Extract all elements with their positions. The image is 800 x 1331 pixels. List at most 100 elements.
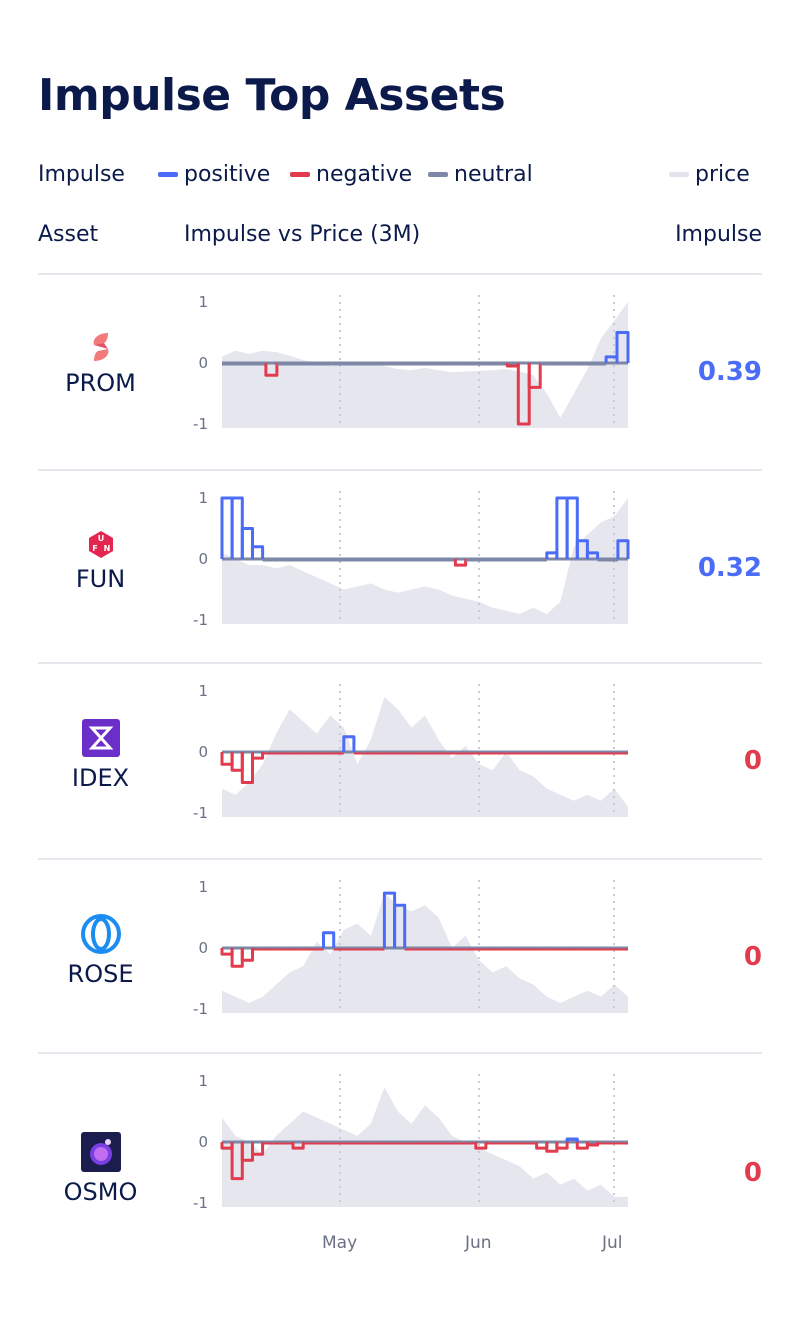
impulse-segment bbox=[240, 527, 254, 559]
y-tick-label: 1 bbox=[198, 1072, 208, 1090]
legend-title: Impulse bbox=[38, 162, 125, 187]
header-impulse: Impulse bbox=[675, 222, 762, 247]
impulse-segment bbox=[291, 1142, 305, 1150]
y-tick-label: 0 bbox=[198, 743, 208, 761]
impulse-value: 0.32 bbox=[697, 553, 762, 583]
impulse-segment bbox=[555, 1142, 569, 1150]
x-tick-label: Jul bbox=[602, 1233, 623, 1253]
legend-swatch-positive bbox=[158, 172, 178, 177]
legend-label-neutral: neutral bbox=[454, 162, 533, 187]
svg-text:U: U bbox=[97, 534, 104, 543]
impulse-chart: 1 0 -1 bbox=[193, 293, 630, 433]
osmo-logo-icon bbox=[80, 1132, 121, 1172]
asset-name: IDEX bbox=[71, 764, 130, 792]
legend-label-positive: positive bbox=[184, 162, 271, 187]
impulse-segment bbox=[342, 735, 356, 752]
impulse-segment bbox=[240, 752, 254, 784]
divider bbox=[38, 273, 762, 275]
impulse-segment bbox=[453, 559, 468, 567]
impulse-segment bbox=[220, 496, 234, 559]
asset-cell: ROSE bbox=[38, 914, 163, 988]
y-tick-label: -1 bbox=[193, 611, 208, 629]
price-area bbox=[222, 697, 628, 817]
y-tick-label: 1 bbox=[198, 293, 208, 311]
svg-text:F: F bbox=[92, 544, 97, 553]
impulse-segment bbox=[474, 1142, 488, 1150]
impulse-segment bbox=[575, 539, 589, 559]
legend-swatch-price bbox=[669, 172, 689, 177]
fun-logo-icon: U F N bbox=[88, 531, 113, 558]
y-tick-label: 1 bbox=[198, 878, 208, 896]
legend: Impulse positive negative neutral price bbox=[38, 162, 762, 194]
impulse-segment bbox=[616, 539, 630, 559]
legend-item-negative: negative bbox=[290, 162, 412, 187]
legend-swatch-negative bbox=[290, 172, 310, 177]
impulse-segment bbox=[264, 363, 279, 377]
y-tick-label: 0 bbox=[198, 354, 208, 372]
price-area bbox=[222, 498, 628, 624]
impulse-segment bbox=[555, 496, 569, 559]
impulse-segment bbox=[585, 551, 600, 559]
legend-item-neutral: neutral bbox=[428, 162, 533, 187]
y-tick-label: -1 bbox=[193, 1194, 208, 1212]
y-tick-label: -1 bbox=[193, 415, 208, 433]
impulse-chart: 1 0 -1 bbox=[193, 682, 628, 822]
asset-cell: PROM bbox=[38, 331, 163, 397]
header-chart: Impulse vs Price (3M) bbox=[184, 222, 421, 247]
y-tick-label: 1 bbox=[198, 489, 208, 507]
price-area bbox=[222, 893, 628, 1013]
impulse-segment bbox=[251, 752, 265, 760]
impulse-chart: 1 0 -1 bbox=[193, 489, 630, 629]
asset-name: OSMO bbox=[63, 1178, 138, 1206]
price-area bbox=[222, 302, 628, 428]
legend-label-negative: negative bbox=[316, 162, 413, 187]
impulse-segment bbox=[240, 948, 254, 962]
impulse-segment bbox=[251, 1142, 265, 1156]
impulse-segment bbox=[516, 363, 531, 426]
impulse-segment bbox=[527, 363, 542, 389]
impulse-segment bbox=[251, 545, 265, 559]
impulse-value: 0.39 bbox=[697, 357, 762, 387]
impulse-value: 0 bbox=[743, 942, 762, 972]
impulse-chart: 1 0 -1 bbox=[193, 1072, 628, 1212]
impulse-segment bbox=[322, 931, 336, 948]
legend-item-positive: positive bbox=[158, 162, 270, 187]
asset-cell: OSMO bbox=[38, 1132, 163, 1206]
rose-logo-icon bbox=[80, 914, 121, 954]
divider bbox=[38, 469, 762, 471]
legend-swatch-neutral bbox=[428, 172, 448, 177]
asset-name: ROSE bbox=[67, 960, 134, 988]
impulse-segment bbox=[585, 1142, 600, 1147]
asset-name: PROM bbox=[65, 369, 136, 397]
impulse-segment bbox=[565, 496, 579, 559]
impulse-segment bbox=[393, 903, 407, 948]
asset-name: FUN bbox=[75, 565, 126, 593]
svg-text:N: N bbox=[103, 544, 110, 553]
header-asset: Asset bbox=[38, 222, 99, 247]
prom-logo-icon bbox=[93, 333, 108, 361]
impulse-segment bbox=[230, 948, 244, 968]
x-tick-label: Jun bbox=[465, 1233, 492, 1253]
impulse-segment bbox=[565, 1137, 579, 1142]
x-tick-label: May bbox=[322, 1233, 358, 1253]
y-tick-label: -1 bbox=[193, 1000, 208, 1018]
price-area bbox=[222, 1087, 628, 1207]
y-tick-label: 1 bbox=[198, 682, 208, 700]
page-title: Impulse Top Assets bbox=[38, 70, 506, 121]
impulse-value: 0 bbox=[743, 746, 762, 776]
impulse-value: 0 bbox=[743, 1158, 762, 1188]
impulse-segment bbox=[220, 752, 234, 766]
impulse-chart: 1 0 -1 bbox=[193, 878, 628, 1018]
legend-item-price: price bbox=[669, 162, 750, 187]
divider bbox=[38, 662, 762, 664]
impulse-segment bbox=[230, 752, 244, 772]
y-tick-label: 0 bbox=[198, 939, 208, 957]
impulse-segment bbox=[615, 331, 630, 363]
y-tick-label: 0 bbox=[198, 1133, 208, 1151]
impulse-segment bbox=[230, 496, 244, 559]
legend-label-price: price bbox=[695, 162, 750, 187]
divider bbox=[38, 1052, 762, 1054]
y-tick-label: 0 bbox=[198, 550, 208, 568]
y-tick-label: -1 bbox=[193, 804, 208, 822]
divider bbox=[38, 858, 762, 860]
